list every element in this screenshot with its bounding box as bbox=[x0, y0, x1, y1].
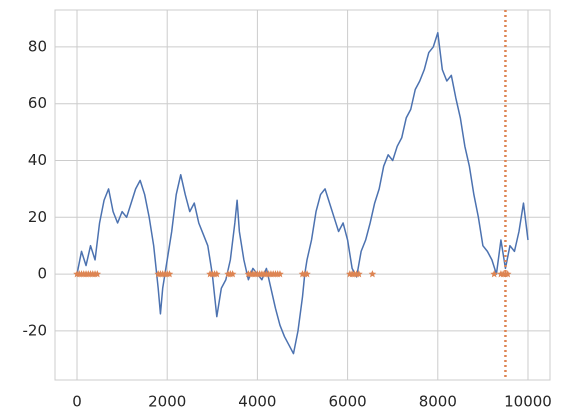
x-tick-label: 2000 bbox=[148, 393, 186, 411]
y-tick-label: 60 bbox=[28, 94, 47, 112]
x-tick-label: 4000 bbox=[238, 393, 276, 411]
zero-marker bbox=[165, 270, 174, 278]
zero-marker bbox=[303, 270, 311, 278]
zero-marker bbox=[355, 270, 363, 278]
zero-marker bbox=[276, 270, 284, 278]
x-tick-label: 0 bbox=[72, 393, 82, 411]
y-tick-label: 80 bbox=[28, 37, 47, 55]
plot-frame bbox=[54, 9, 551, 381]
zero-marker bbox=[490, 270, 498, 278]
y-tick-label: 40 bbox=[28, 151, 47, 169]
zero-marker bbox=[213, 270, 221, 278]
zero-marker bbox=[93, 270, 102, 278]
y-tick-label: 20 bbox=[28, 208, 47, 226]
y-tick-label: -20 bbox=[23, 321, 48, 339]
x-tick-label: 10000 bbox=[504, 393, 552, 411]
zero-marker bbox=[228, 270, 237, 278]
x-tick-label: 8000 bbox=[419, 393, 457, 411]
x-tick-label: 6000 bbox=[329, 393, 367, 411]
y-tick-label: 0 bbox=[37, 265, 47, 283]
zero-marker bbox=[368, 270, 377, 278]
data-line bbox=[76, 31, 529, 355]
